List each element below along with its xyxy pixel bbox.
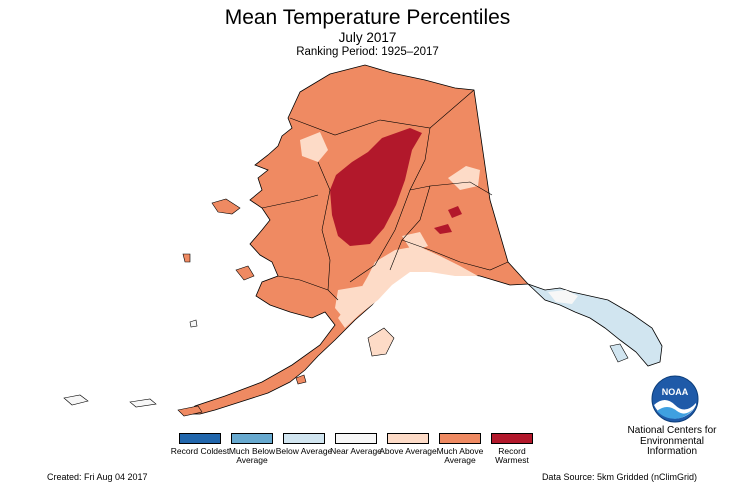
map-subtitle: July 2017 bbox=[338, 30, 397, 45]
nunivak-island bbox=[235, 265, 255, 281]
panhandle-near-average bbox=[548, 290, 578, 304]
southeast-panhandle bbox=[527, 283, 663, 367]
legend-swatch bbox=[231, 433, 273, 444]
legend-label: Record Coldest bbox=[170, 446, 230, 456]
created-date: Created: Fri Aug 04 2017 bbox=[47, 472, 148, 482]
aleutian-island-mid bbox=[129, 398, 157, 408]
legend-label: Much Below Average bbox=[228, 446, 276, 465]
legend-label: Near Average bbox=[330, 446, 382, 456]
legend: Record Coldest Much Below Average Below … bbox=[170, 433, 540, 481]
pribilof-island bbox=[189, 319, 198, 328]
st-lawrence-island bbox=[211, 198, 241, 215]
noaa-logo-icon: NOAA bbox=[651, 375, 699, 423]
legend-item-record-warmest: Record Warmest bbox=[482, 433, 542, 465]
legend-label: Above Average bbox=[379, 446, 437, 456]
archipelago-island bbox=[609, 343, 629, 363]
legend-swatch bbox=[439, 433, 481, 444]
legend-item-below-average: Below Average bbox=[274, 433, 334, 456]
noaa-logo-text: NOAA bbox=[662, 387, 689, 397]
map-title: Mean Temperature Percentiles bbox=[224, 6, 511, 29]
agency-name-line2: Environmental bbox=[640, 435, 704, 447]
aleutian-island-west bbox=[63, 394, 89, 406]
above-average-kodiak bbox=[367, 327, 395, 357]
legend-item-above-average: Above Average bbox=[378, 433, 438, 456]
st-matthew-island bbox=[182, 253, 191, 263]
legend-swatch bbox=[491, 433, 533, 444]
legend-swatch bbox=[335, 433, 377, 444]
legend-item-near-average: Near Average bbox=[326, 433, 386, 456]
legend-swatch bbox=[387, 433, 429, 444]
legend-item-record-coldest: Record Coldest bbox=[170, 433, 230, 456]
climate-division-lines bbox=[261, 89, 509, 301]
agency-name: National Centers for Environmental Infor… bbox=[622, 425, 722, 458]
record-warmest-spot-south bbox=[434, 224, 452, 234]
record-warmest-interior bbox=[330, 128, 422, 246]
legend-item-much-above-average: Much Above Average bbox=[430, 433, 490, 465]
legend-swatch bbox=[283, 433, 325, 444]
agency-name-line3: Information bbox=[646, 446, 698, 457]
legend-label: Record Warmest bbox=[495, 446, 529, 465]
legend-label: Much Above Average bbox=[436, 446, 484, 465]
legend-label: Below Average bbox=[275, 446, 333, 456]
record-warmest-spot-east bbox=[448, 206, 462, 218]
legend-item-much-below-average: Much Below Average bbox=[222, 433, 282, 465]
data-source: Data Source: 5km Gridded (nClimGrid) bbox=[541, 472, 697, 482]
above-average-northwest bbox=[300, 132, 328, 162]
above-average-east bbox=[448, 166, 480, 190]
aleutian-island-east bbox=[177, 405, 203, 417]
agency-name-line1: National Centers for bbox=[627, 425, 717, 436]
ranking-period: Ranking Period: 1925–2017 bbox=[296, 46, 439, 58]
shumagin-island bbox=[295, 374, 307, 385]
above-average-southwest bbox=[335, 286, 372, 320]
legend-swatch bbox=[179, 433, 221, 444]
